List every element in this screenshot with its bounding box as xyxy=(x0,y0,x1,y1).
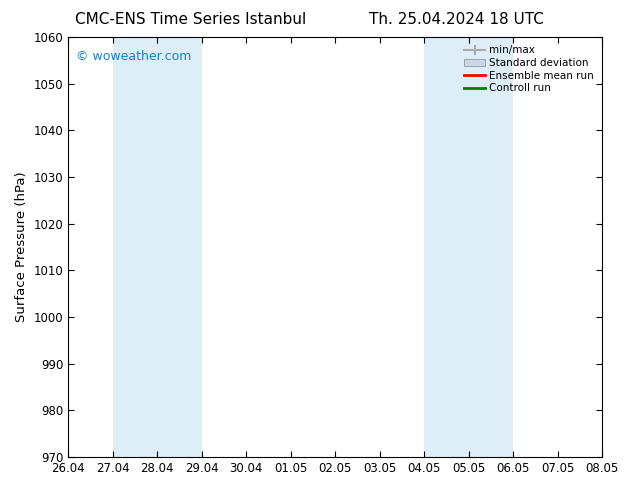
Bar xyxy=(113,37,202,457)
Text: Th. 25.04.2024 18 UTC: Th. 25.04.2024 18 UTC xyxy=(369,12,544,27)
Text: CMC-ENS Time Series Istanbul: CMC-ENS Time Series Istanbul xyxy=(75,12,306,27)
Text: © woweather.com: © woweather.com xyxy=(76,50,191,63)
Legend: min/max, Standard deviation, Ensemble mean run, Controll run: min/max, Standard deviation, Ensemble me… xyxy=(461,42,597,97)
Bar xyxy=(424,37,514,457)
Y-axis label: Surface Pressure (hPa): Surface Pressure (hPa) xyxy=(15,172,28,322)
Bar xyxy=(602,37,634,457)
